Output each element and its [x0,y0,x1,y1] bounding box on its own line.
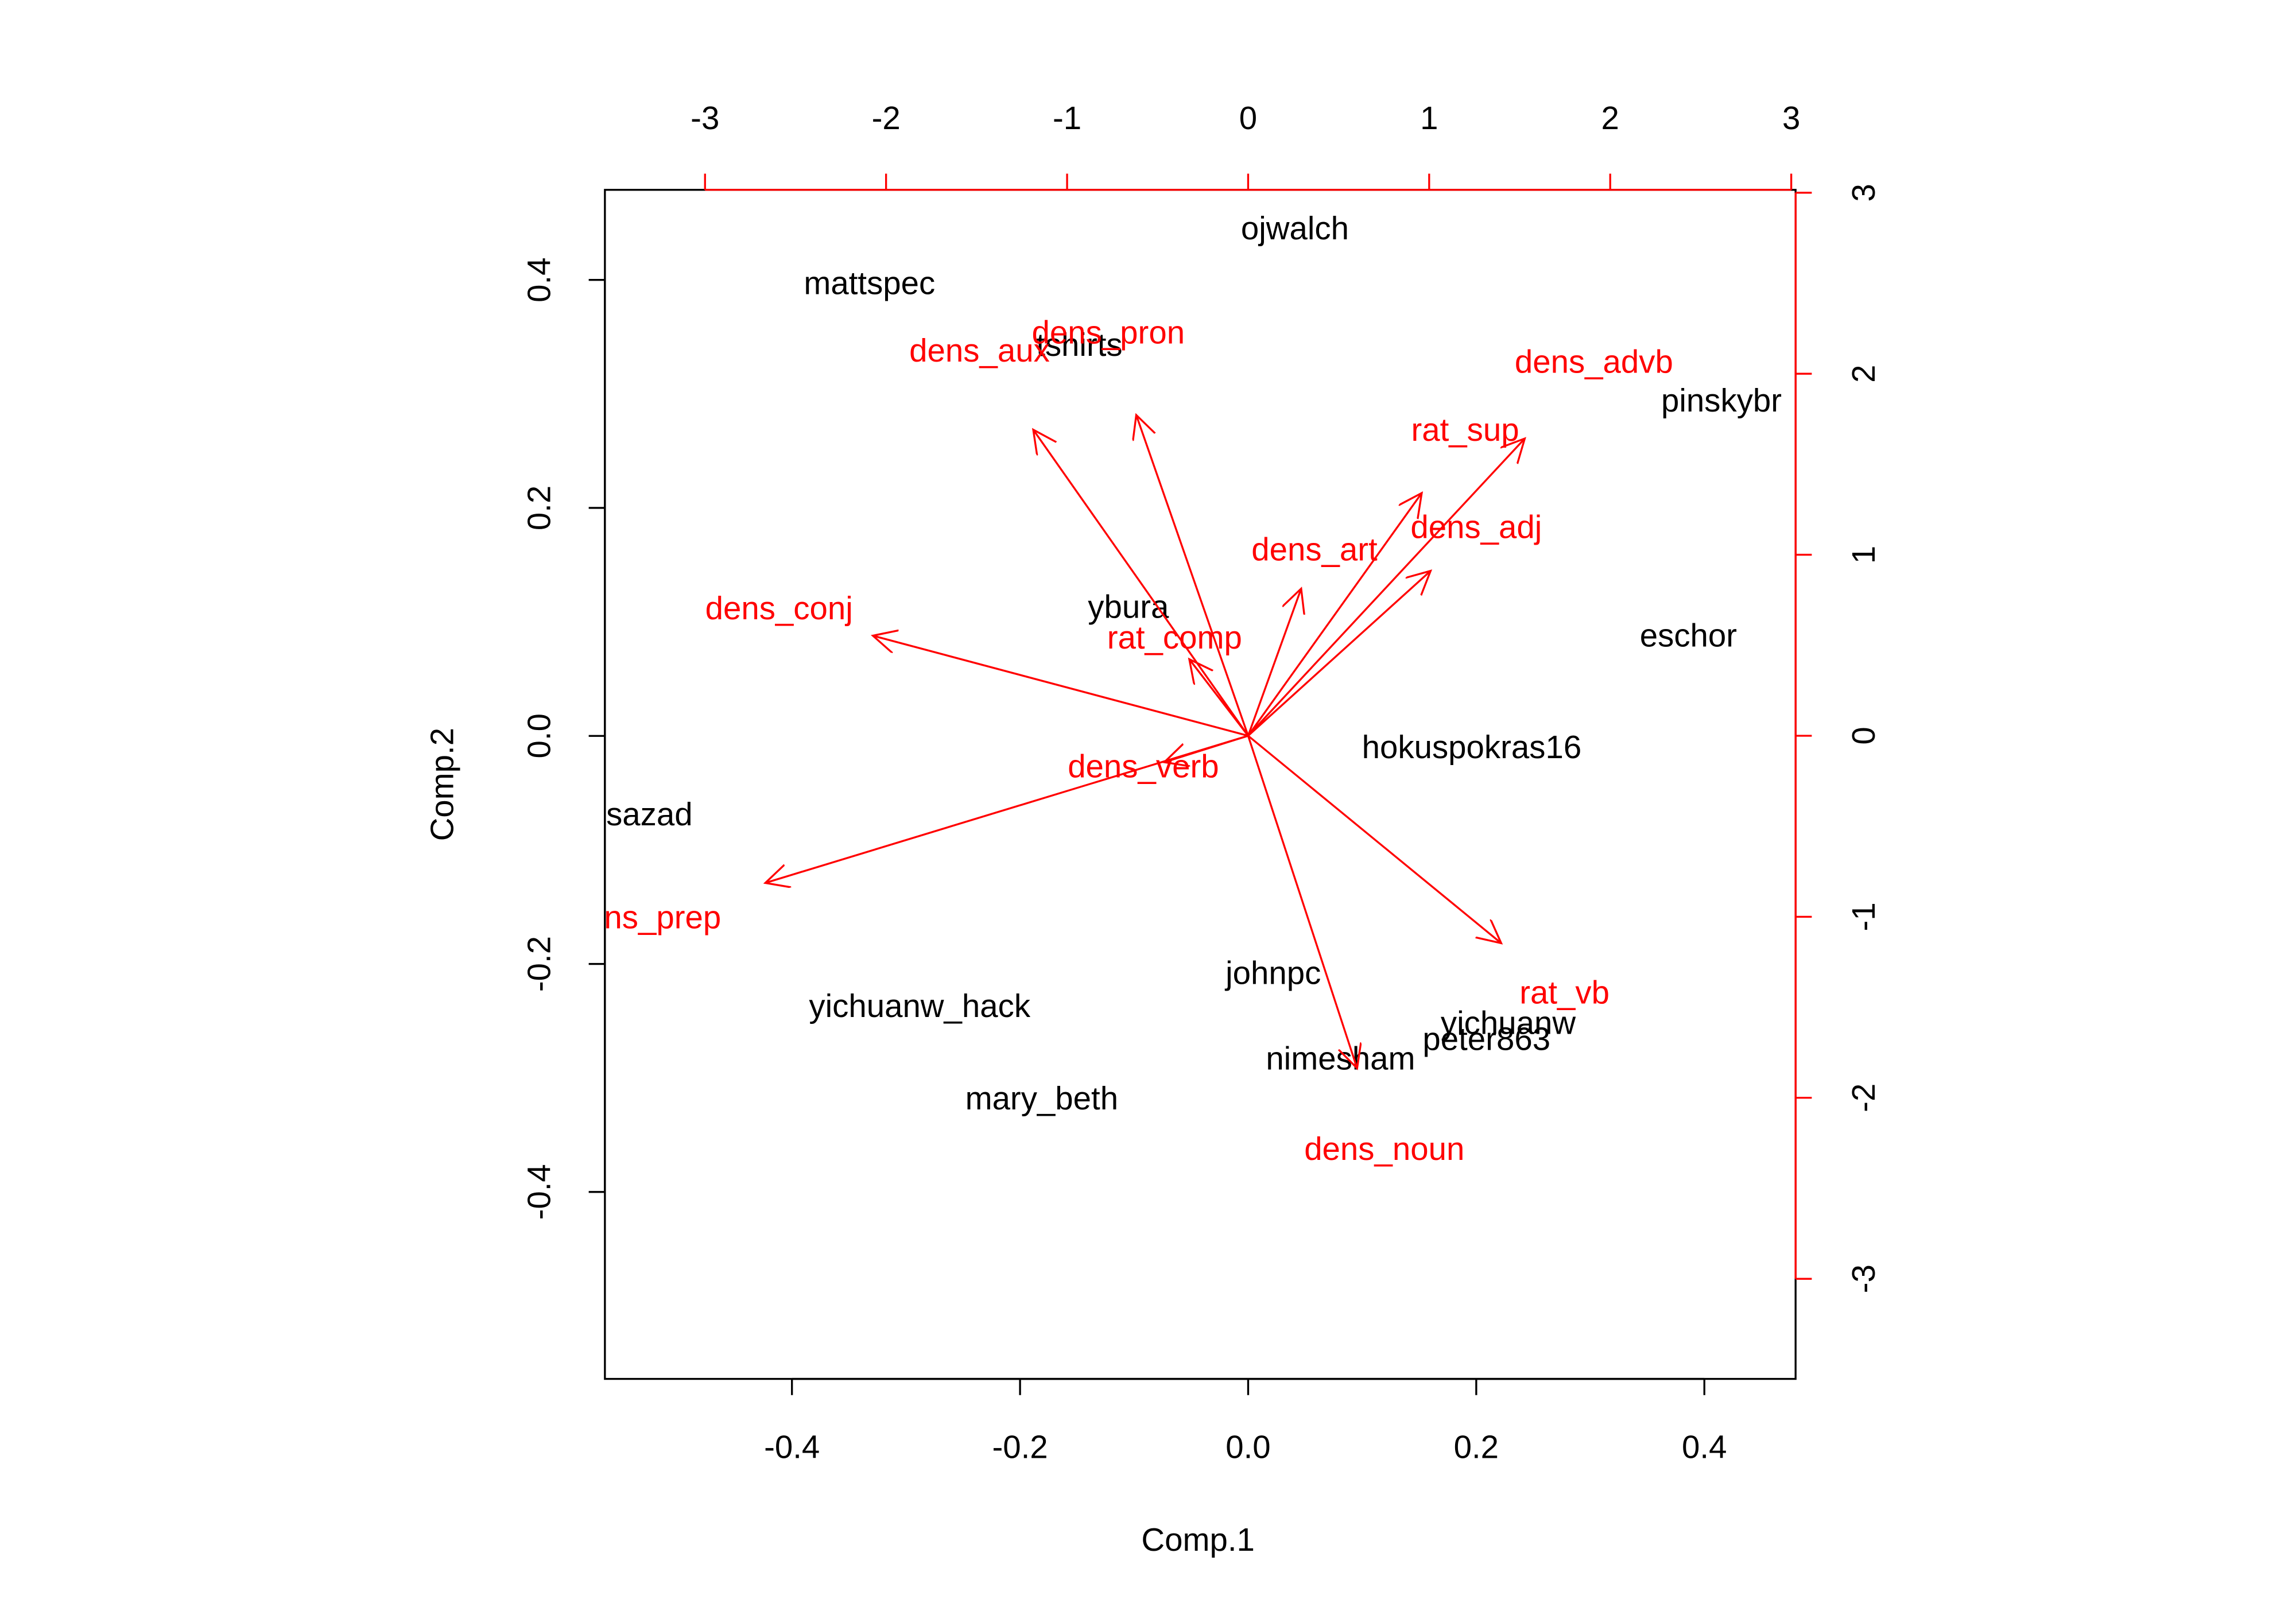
loading-arrow [765,735,1248,883]
loading-label: rat_sup [1411,412,1519,448]
x2-tick-label: -3 [691,100,719,136]
x-tick-label: 0.2 [1454,1429,1499,1465]
point-label: mary_beth [965,1080,1119,1116]
loading-arrow [1189,659,1249,736]
loading-label: dens_conj [705,590,853,626]
x2-tick-label: 2 [1601,100,1619,136]
y2-tick-label: -2 [1845,1084,1882,1112]
x-tick-label: -0.2 [992,1429,1048,1465]
loading-arrow [1247,438,1525,737]
x-tick-label: 0.4 [1682,1429,1727,1465]
loading-arrow [1247,571,1430,737]
point-label: tshirts [1036,327,1122,363]
y-tick-label: 0.2 [521,486,557,530]
loading-label: dens_adj [1410,509,1542,545]
point-label: johnpc [1224,954,1321,991]
loading-arrow [1247,735,1357,1068]
y2-tick-label: 2 [1845,365,1882,383]
loading-label: dens_pron [1032,314,1185,350]
x2-tick-label: 0 [1239,100,1257,136]
point-label: eschor [1640,617,1737,653]
y-tick-label: 0.0 [521,713,557,758]
point-label: peter863 [1422,1021,1550,1057]
loading-label: dens_advb [1515,344,1673,380]
loading-label: dens_noun [1304,1131,1464,1167]
point-label: hokuspokras16 [1362,729,1582,765]
y2-tick-label: -3 [1845,1264,1882,1293]
x2-tick-label: -2 [872,100,901,136]
y2-tick-label: 3 [1845,184,1882,201]
loading-label: dens_aux [909,332,1050,368]
point-label: yichuanw [1441,1005,1576,1041]
loading-label: rat_vb [1519,975,1609,1011]
point-label: mattspec [804,265,935,301]
loading-arrow [1247,589,1301,736]
point-label: nimesham [1266,1040,1415,1076]
loading-label: rat_comp [1107,619,1242,655]
y-tick-label: -0.4 [521,1164,557,1220]
point-label: yichuanw_hack [809,988,1030,1024]
loading-label: dens_prep [568,899,722,935]
x2-tick-label: -1 [1053,100,1081,136]
x-axis-title: Comp.1 [1141,1521,1255,1558]
y-tick-label: 0.4 [521,257,557,302]
y-axis-title: Comp.2 [424,728,460,841]
y-tick-label: -0.2 [521,936,557,992]
point-label: pinskybr [1661,382,1782,418]
loading-label: dens_art [1251,531,1378,567]
loading-arrow [873,636,1248,737]
loading-arrow [1137,415,1250,736]
y2-tick-label: -1 [1845,902,1882,931]
y2-tick-label: 1 [1845,546,1882,564]
loading-label: dens_verb [1068,748,1219,784]
point-label: ybura [1088,589,1169,625]
point-label: sazad [606,796,693,832]
loading-arrow [1247,735,1501,943]
plot-area: ojwalch mattspec tshirts pinskybr ybura escho… [568,210,1782,1167]
y2-tick-label: 0 [1845,727,1882,744]
x2-tick-label: 3 [1782,100,1800,136]
x2-tick-label: 1 [1420,100,1438,136]
loading-arrow [1247,493,1421,736]
x-tick-label: 0.0 [1225,1429,1270,1465]
x-tick-label: -0.4 [764,1429,820,1465]
point-label: ojwalch [1241,210,1349,246]
